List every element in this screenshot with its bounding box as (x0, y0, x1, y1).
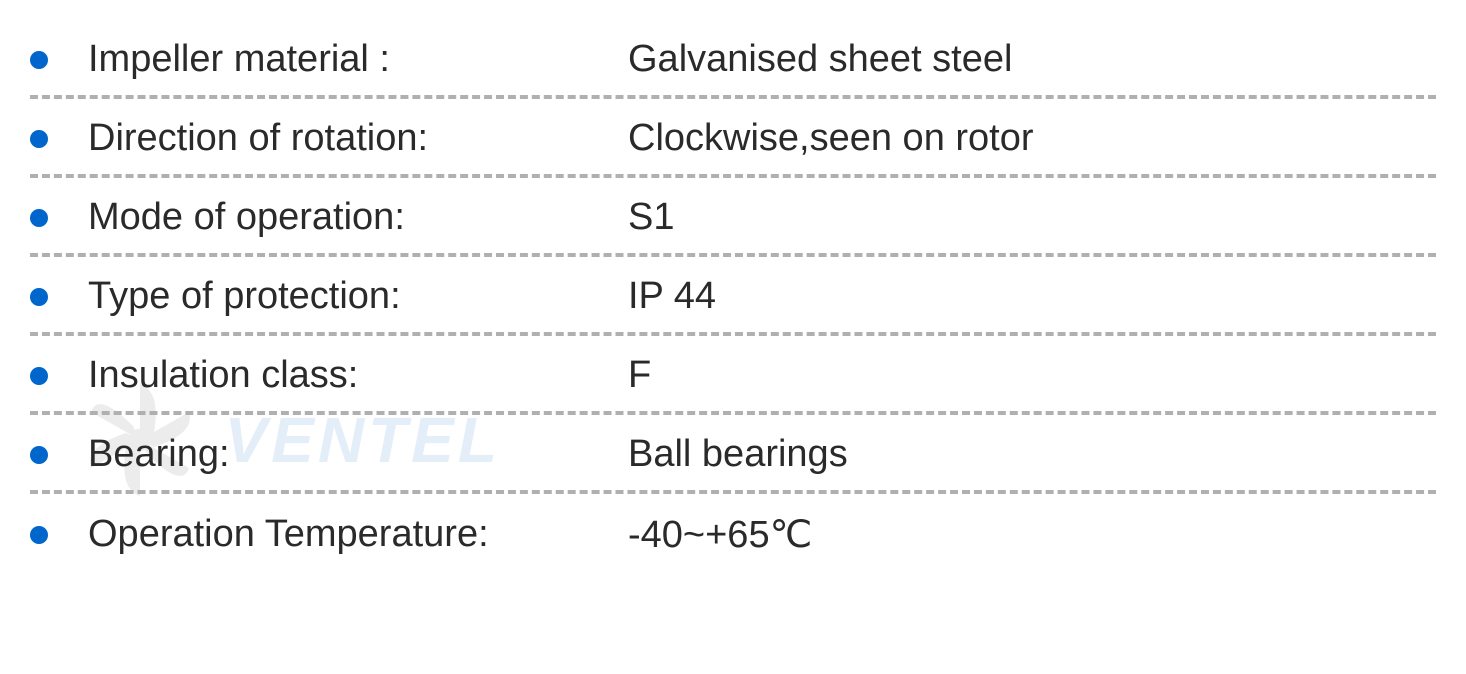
spec-row: Direction of rotation: Clockwise,seen on… (30, 99, 1436, 178)
spec-label: Mode of operation: (88, 196, 628, 239)
spec-row: Impeller material : Galvanised sheet ste… (30, 20, 1436, 99)
bullet-icon (30, 51, 48, 69)
spec-label: Type of protection: (88, 275, 628, 318)
spec-value: Clockwise,seen on rotor (628, 117, 1034, 160)
bullet-icon (30, 446, 48, 464)
spec-value: F (628, 354, 651, 397)
spec-value: -40~+65℃ (628, 512, 812, 557)
spec-row: Type of protection: IP 44 (30, 257, 1436, 336)
spec-label: Insulation class: (88, 354, 628, 397)
spec-list: Impeller material : Galvanised sheet ste… (30, 20, 1436, 575)
spec-label: Impeller material : (88, 38, 628, 81)
spec-label: Bearing: (88, 433, 628, 476)
bullet-icon (30, 526, 48, 544)
spec-row: Insulation class: F (30, 336, 1436, 415)
bullet-icon (30, 209, 48, 227)
spec-row: Mode of operation: S1 (30, 178, 1436, 257)
bullet-icon (30, 288, 48, 306)
spec-value: Galvanised sheet steel (628, 38, 1012, 81)
spec-value: Ball bearings (628, 433, 848, 476)
spec-label: Operation Temperature: (88, 513, 628, 556)
bullet-icon (30, 367, 48, 385)
spec-value: IP 44 (628, 275, 716, 318)
spec-value: S1 (628, 196, 674, 239)
spec-label: Direction of rotation: (88, 117, 628, 160)
bullet-icon (30, 130, 48, 148)
spec-row: Operation Temperature: -40~+65℃ (30, 494, 1436, 575)
spec-row: Bearing: Ball bearings (30, 415, 1436, 494)
